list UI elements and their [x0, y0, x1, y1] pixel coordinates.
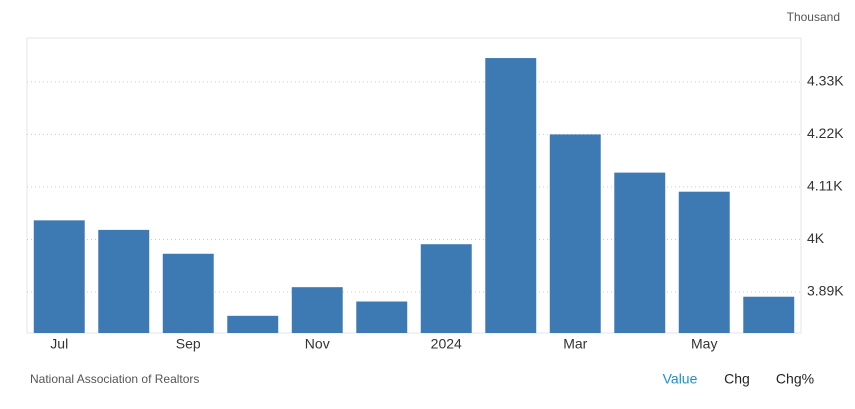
bar	[485, 58, 537, 333]
bar	[420, 244, 472, 333]
y-tick-label: 3.89K	[807, 283, 844, 299]
bar	[33, 220, 85, 333]
x-tick-label: Nov	[305, 336, 330, 352]
toggle-button[interactable]: Chg	[724, 371, 750, 387]
bar	[162, 253, 214, 333]
bar	[356, 301, 408, 333]
plot-frame	[26, 37, 802, 334]
unit-label: Thousand	[787, 10, 840, 24]
x-tick-label: Jul	[50, 336, 68, 352]
bar	[614, 172, 666, 333]
bar	[678, 191, 730, 333]
bar	[743, 296, 795, 333]
y-tick-label: 4K	[807, 230, 825, 246]
bar	[227, 315, 279, 333]
source: National Association of Realtors	[30, 372, 199, 386]
x-tick-label: 2024	[431, 336, 462, 352]
y-tick-label: 4.11K	[807, 178, 843, 194]
toggle-button[interactable]: Value	[663, 371, 698, 387]
toggle-button[interactable]: Chg%	[776, 371, 814, 387]
y-tick-label: 4.33K	[807, 73, 844, 89]
bar	[291, 287, 343, 333]
bar	[549, 134, 601, 333]
x-tick-label: Sep	[176, 336, 201, 352]
x-tick-label: May	[691, 336, 717, 352]
bar	[98, 229, 150, 333]
x-tick-label: Mar	[563, 336, 587, 352]
y-tick-label: 4.22K	[807, 125, 844, 141]
